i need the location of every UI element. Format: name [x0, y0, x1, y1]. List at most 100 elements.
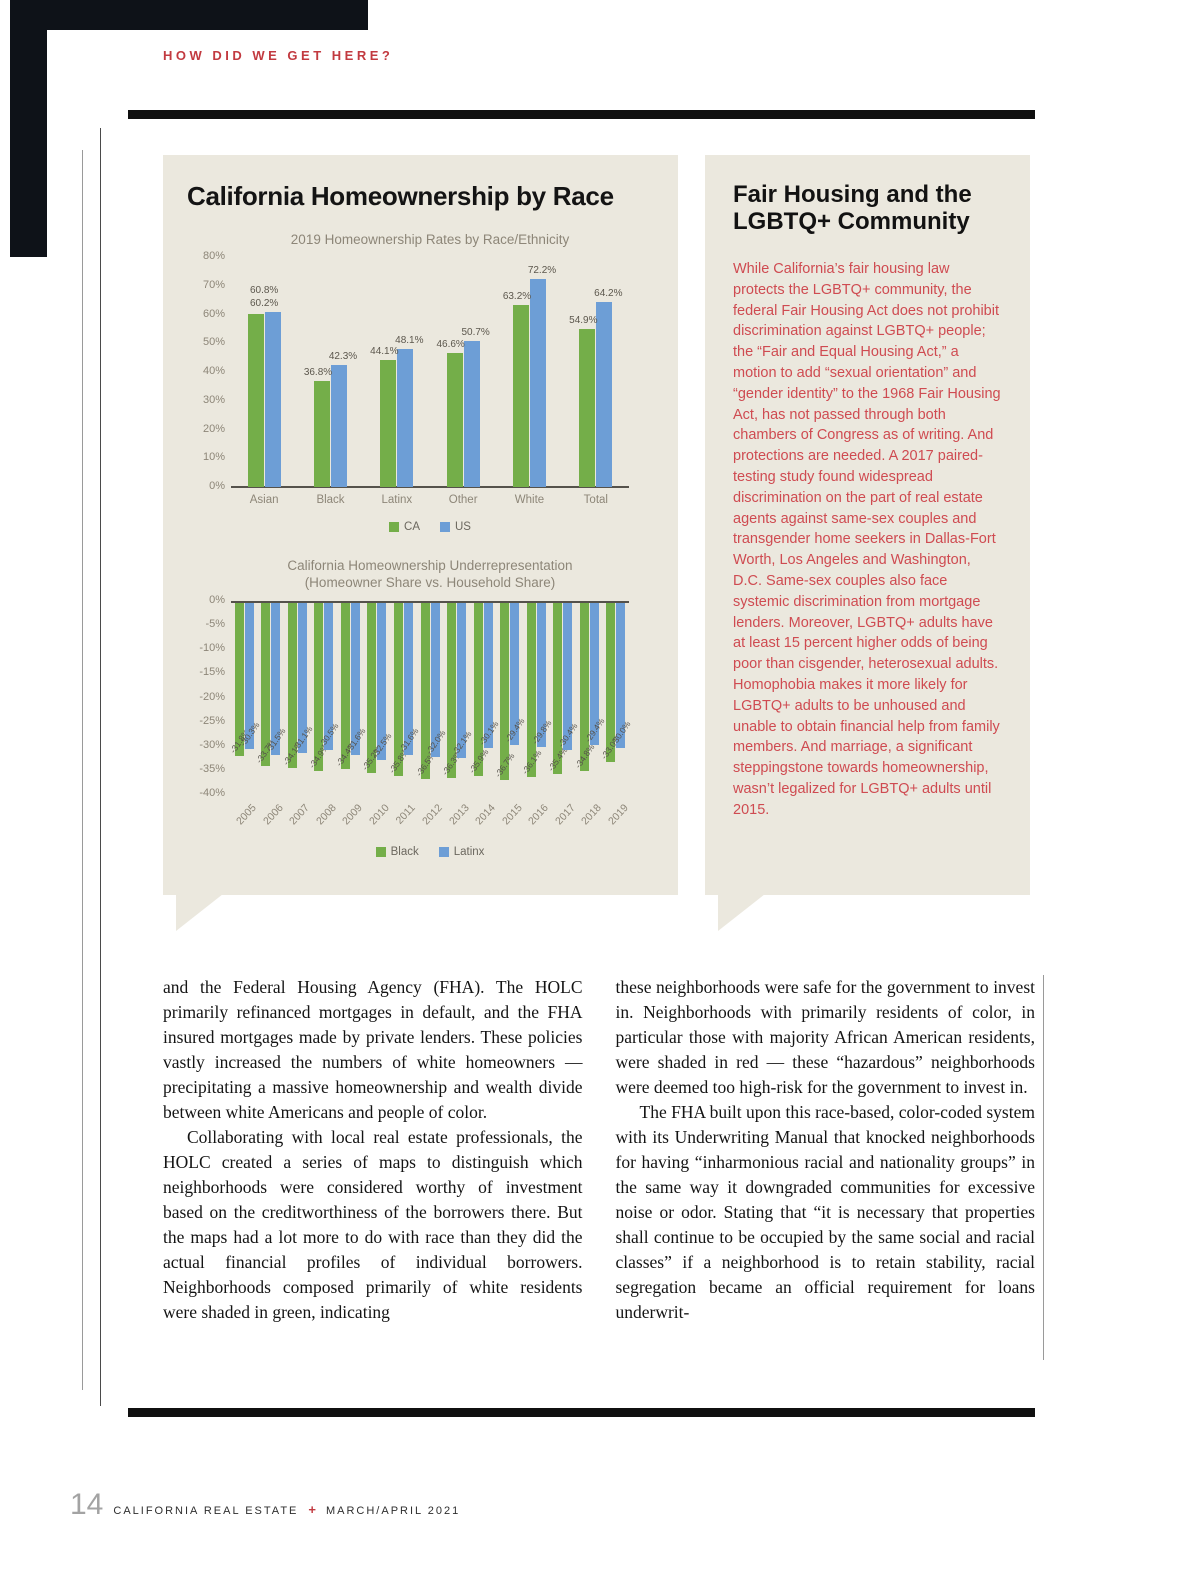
fair-housing-sidebar: Fair Housing and the LGBTQ+ Community Wh…	[705, 155, 1030, 895]
legend-swatch-icon	[375, 847, 386, 857]
year-label: 2017	[552, 802, 578, 828]
y-axis-tick: -10%	[199, 642, 225, 655]
chart-bar	[596, 302, 613, 487]
chart-bar	[579, 329, 596, 487]
bar-value-label: 44.1%	[370, 346, 399, 358]
bar-value-label: 54.9%	[569, 315, 598, 327]
chart-bar	[244, 603, 254, 750]
chart-bar	[331, 365, 347, 487]
year-label: 2013	[446, 802, 472, 828]
top-rule	[128, 110, 1035, 119]
year-label: 2016	[526, 802, 551, 828]
y-axis-tick: 80%	[202, 250, 225, 262]
bar-value-label: 60.2%	[249, 298, 279, 310]
chart-bar	[447, 603, 457, 779]
x-axis-label: White	[514, 494, 545, 506]
legend-label: Latinx	[453, 846, 485, 858]
chart-bar	[526, 603, 536, 778]
y-axis-tick: -30%	[199, 738, 225, 751]
issue-date: MARCH/APRIL 2021	[325, 1505, 461, 1517]
chart-bar	[430, 603, 440, 758]
y-axis-tick: -15%	[199, 666, 225, 679]
sidebar-body-text: While California’s fair housing law prot…	[733, 261, 1001, 818]
bar-value-label: 64.2%	[594, 288, 623, 300]
chart-bar	[473, 603, 483, 777]
legend-swatch-icon	[438, 847, 449, 857]
x-axis-label: Total	[583, 494, 608, 506]
rates-chart-plot: 0% 10% 20% 30% 40% 50% 60% 70% 80% Asian 60.8% 60.2…	[187, 250, 654, 506]
chart-bar	[563, 603, 573, 750]
bottom-rule	[128, 1408, 1035, 1417]
y-axis-tick: 20%	[202, 422, 225, 435]
homeownership-charts-panel: California Homeownership by Race 2019 Ho…	[163, 155, 678, 895]
chart-bar	[397, 348, 414, 487]
year-label: 2009	[340, 802, 366, 828]
chart-bar	[483, 603, 493, 749]
right-panel-tail	[718, 894, 765, 931]
x-axis-label: Asian	[249, 494, 279, 506]
chart-bar	[350, 603, 360, 756]
y-axis-tick: 60%	[202, 307, 225, 320]
x-axis-label: Latinx	[381, 494, 413, 506]
chart-bar	[530, 279, 546, 487]
year-label: 2008	[313, 802, 339, 828]
chart-bar	[380, 360, 397, 487]
article-paragraph: Collaborating with local real estate pro…	[163, 1127, 583, 1322]
y-axis-tick: 10%	[202, 451, 225, 464]
underrep-chart-plot: 0% -5% -10% -15% -20% -25% -30% -35% -40% 2005 -31…	[187, 594, 654, 827]
left-rule-outer	[82, 150, 83, 1390]
chart-bar	[457, 603, 467, 758]
article-paragraph: The FHA built upon this race-based, colo…	[615, 1102, 1036, 1322]
year-label: 2019	[605, 802, 631, 828]
bar-value-label: 36.8%	[303, 367, 333, 379]
y-axis-tick: 70%	[202, 278, 225, 291]
underrep-chart-title-line1: California Homeownership Underrepresenta…	[287, 558, 573, 573]
legend-label: Black	[390, 846, 419, 858]
chart-bar	[271, 603, 281, 755]
underrep-chart-title: California Homeownership Underrepresenta…	[231, 557, 629, 591]
chart-bar	[606, 603, 616, 763]
year-label: 2011	[394, 802, 419, 827]
legend-swatch-icon	[389, 522, 400, 532]
year-label: 2014	[473, 802, 498, 828]
legend-item: CA	[389, 521, 420, 533]
rates-chart-title: 2019 Homeownership Rates by Race/Ethnici…	[290, 232, 570, 247]
chart-bar	[264, 312, 281, 487]
x-axis-label: Other	[448, 494, 478, 506]
chart-bar	[377, 603, 387, 760]
chart-bar	[446, 353, 463, 487]
chart-bar	[393, 603, 403, 776]
legend-label: CA	[404, 521, 420, 533]
y-axis-tick: -5%	[205, 618, 225, 631]
year-label: 2010	[366, 802, 392, 828]
chart-bar	[261, 603, 271, 766]
y-axis-tick: -25%	[199, 714, 225, 727]
corner-accent-horizontal	[10, 0, 368, 30]
chart-bar	[234, 603, 244, 757]
legend-label: US	[455, 521, 471, 533]
y-axis-tick: 0%	[209, 594, 225, 606]
chart-bar	[367, 603, 377, 773]
legend-item: US	[440, 521, 471, 533]
chart-bar	[403, 603, 413, 756]
x-axis-line	[231, 486, 629, 488]
chart-bar	[510, 603, 520, 745]
chart-bar	[314, 381, 330, 487]
legend-item: Latinx	[438, 846, 485, 858]
sidebar-title: Fair Housing and the LGBTQ+ Community	[733, 181, 972, 235]
chart-bar	[536, 603, 546, 747]
charts-panel-title: California Homeownership by Race	[187, 181, 614, 211]
article-paragraph: these neighborhoods were safe for the go…	[615, 977, 1036, 1097]
left-rule-inner	[100, 128, 101, 1406]
zero-axis-line	[231, 601, 629, 603]
chart-bar	[513, 305, 529, 487]
legend-item: Black	[375, 846, 419, 858]
legend-swatch-icon	[440, 522, 450, 532]
underrep-chart-title-line2: (Homeowner Share vs. Household Share)	[304, 575, 556, 590]
bar-value-label: 46.6%	[436, 339, 465, 351]
chart-bar	[420, 603, 430, 780]
cross-separator: +	[308, 1502, 316, 1517]
publication-name: CALIFORNIA REAL ESTATE	[113, 1505, 299, 1517]
chart-bar	[340, 603, 350, 769]
